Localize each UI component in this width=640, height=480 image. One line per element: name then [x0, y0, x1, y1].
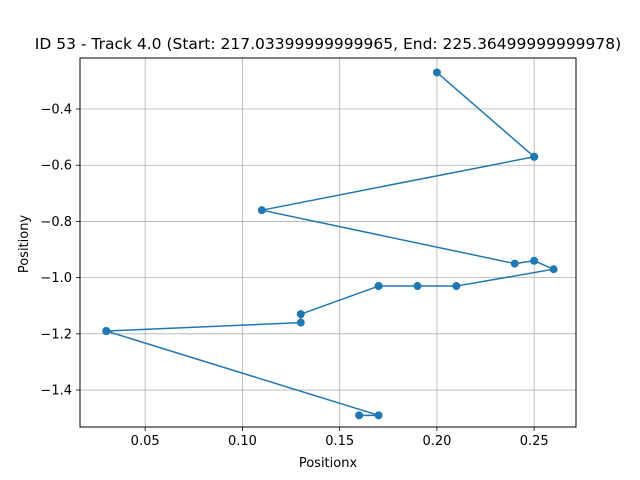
data-point	[510, 259, 519, 268]
data-point	[413, 282, 422, 291]
data-point	[549, 265, 558, 274]
y-axis-label: Positiony	[17, 215, 32, 274]
plot-area-frame	[79, 57, 577, 428]
data-point	[530, 256, 539, 265]
x-axis-ticks: 0.05 0.10 0.15 0.20 0.25	[131, 427, 549, 449]
chart-title: ID 53 - Track 4.0 (Start: 217.0339999999…	[35, 35, 621, 53]
y-tick-label: −1.4	[40, 384, 72, 399]
series-line	[105, 71, 555, 417]
data-point	[296, 310, 305, 319]
data-point	[296, 318, 305, 327]
y-tick-label: −0.8	[40, 215, 72, 230]
data-point	[355, 411, 364, 420]
grid-lines	[80, 58, 576, 427]
data-point	[257, 206, 266, 215]
data-point	[374, 411, 383, 420]
x-tick-label: 0.05	[131, 434, 160, 449]
y-tick-label: −1.2	[40, 327, 72, 342]
x-tick-label: 0.25	[520, 434, 549, 449]
x-axis-label: Positionx	[299, 456, 358, 471]
y-tick-label: −0.4	[40, 103, 72, 118]
y-axis-ticks: −0.4 −0.6 −0.8 −1.0 −1.2 −1.4	[40, 103, 80, 399]
x-tick-label: 0.10	[228, 434, 257, 449]
x-tick-label: 0.20	[422, 434, 451, 449]
y-tick-label: −1.0	[40, 271, 72, 286]
data-series	[102, 68, 558, 420]
y-tick-label: −0.6	[40, 159, 72, 174]
data-point	[452, 282, 461, 291]
data-point	[374, 282, 383, 291]
data-point	[102, 327, 111, 336]
data-point	[432, 68, 441, 77]
x-tick-label: 0.15	[325, 434, 354, 449]
data-point	[530, 152, 539, 161]
